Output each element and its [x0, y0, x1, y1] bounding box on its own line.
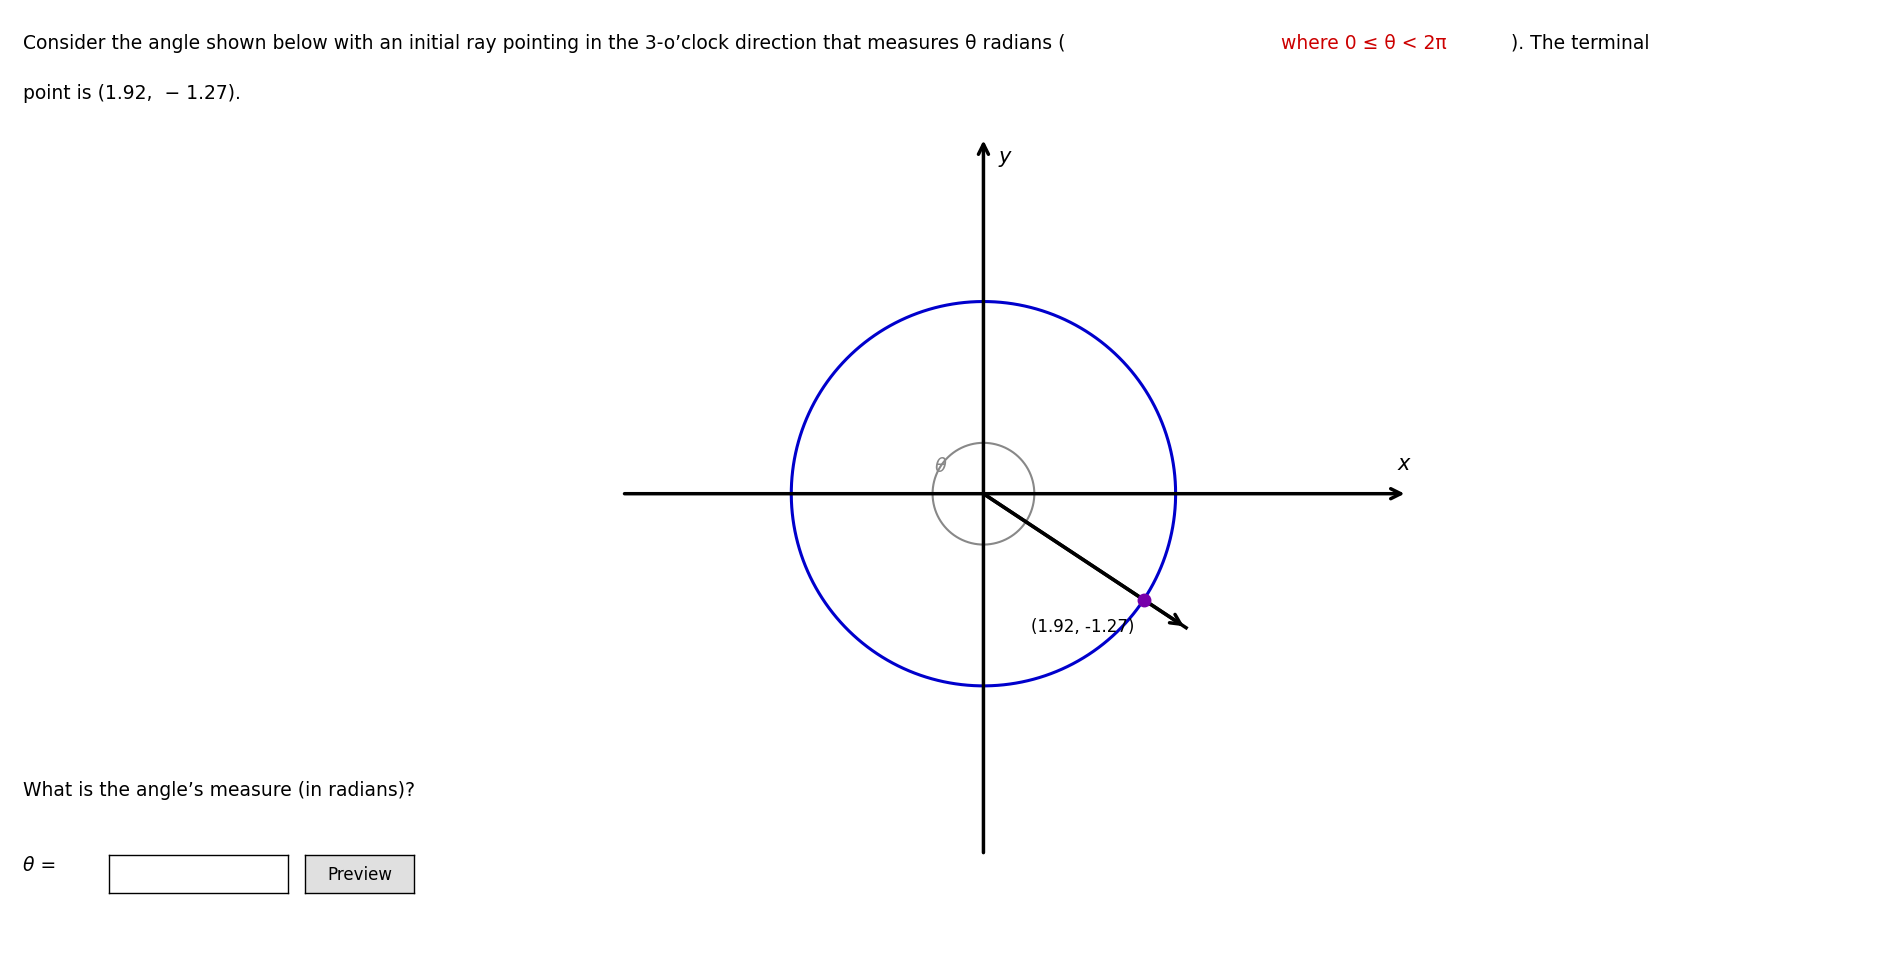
- Text: y: y: [999, 146, 1010, 167]
- Text: x: x: [1398, 453, 1409, 474]
- Text: point is (1.92,  − 1.27).: point is (1.92, − 1.27).: [23, 84, 241, 104]
- Text: Consider the angle shown below with an initial ray pointing in the 3-o’clock dir: Consider the angle shown below with an i…: [23, 34, 1064, 53]
- Text: ). The terminal: ). The terminal: [1511, 34, 1650, 53]
- Text: Preview: Preview: [328, 865, 392, 883]
- Text: θ =: θ =: [23, 855, 57, 874]
- Text: where 0 ≤ θ < 2π: where 0 ≤ θ < 2π: [1281, 34, 1447, 53]
- Text: What is the angle’s measure (in radians)?: What is the angle’s measure (in radians)…: [23, 780, 414, 799]
- Text: θ: θ: [934, 456, 946, 476]
- Text: (1.92, -1.27): (1.92, -1.27): [1031, 617, 1134, 635]
